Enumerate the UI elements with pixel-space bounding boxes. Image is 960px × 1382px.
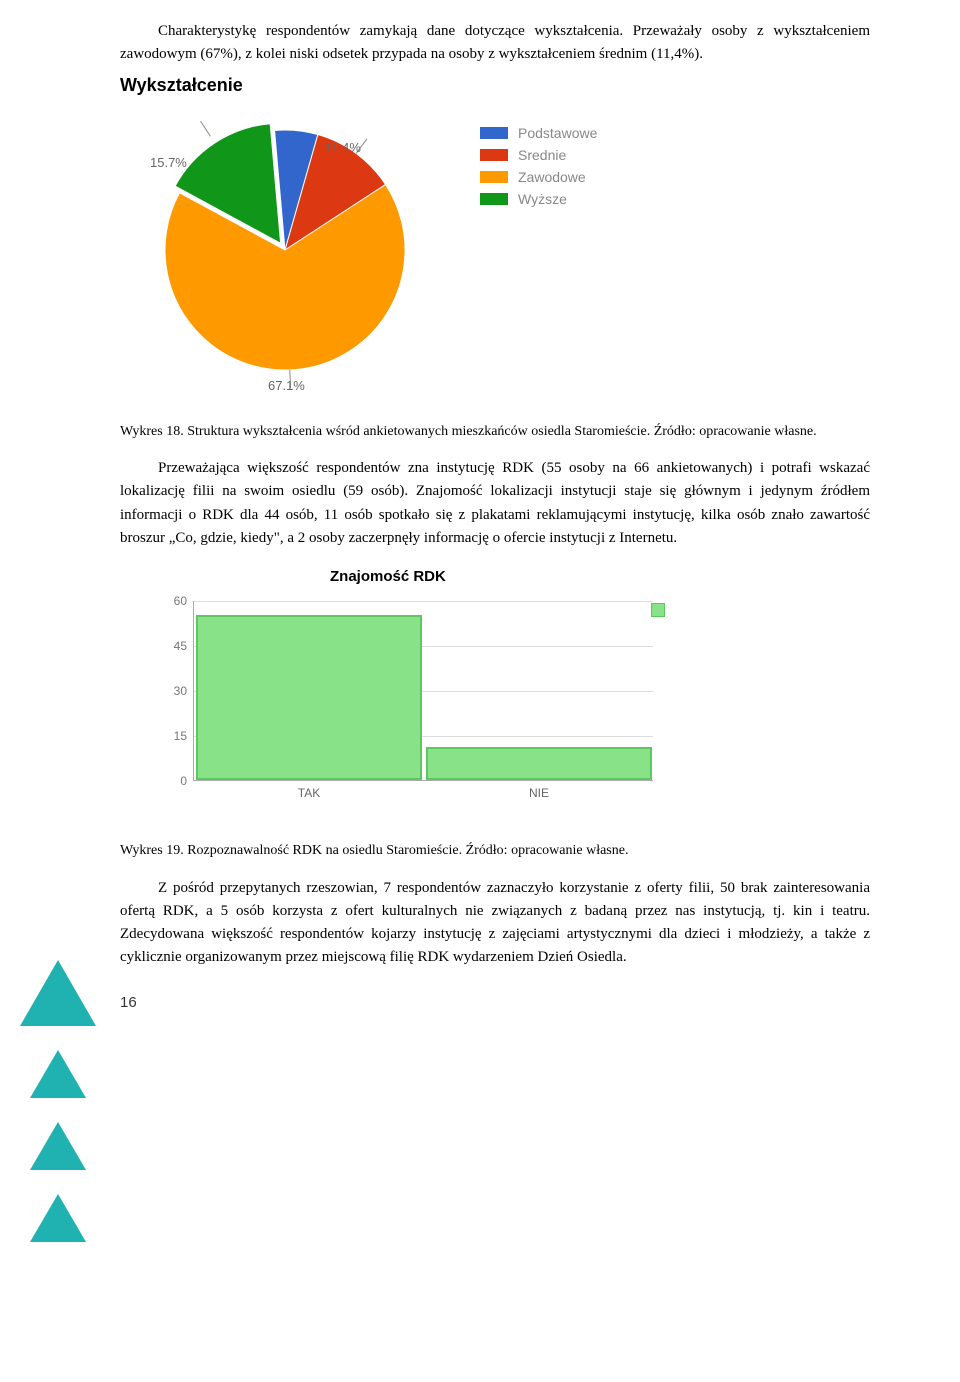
bar-chart-area: Znajomość RDK TAK NIE 0 15 30 45 60 (155, 568, 870, 811)
pie-label-srednie: 11.4% (325, 140, 361, 155)
legend-swatch (480, 193, 508, 205)
y-tick-label: 30 (174, 684, 193, 698)
y-tick-label: 15 (174, 729, 193, 743)
x-category-label: TAK (298, 786, 320, 800)
triangle-icon (20, 960, 96, 1026)
triangle-icon (30, 1194, 86, 1242)
triangle-icon (30, 1122, 86, 1170)
bar-chart-title: Znajomość RDK (330, 568, 870, 585)
legend-label: Wyższe (518, 191, 567, 207)
page-number: 16 (120, 994, 870, 1011)
legend-swatch (480, 127, 508, 139)
pie-chart-title: Wykształcenie (120, 75, 870, 96)
legend-item: Zawodowe (480, 169, 597, 185)
figure-caption-19: Wykres 19. Rozpoznawalność RDK na osiedl… (120, 841, 870, 861)
pie-legend: Podstawowe Srednie Zawodowe Wyższe (480, 100, 597, 213)
bar (426, 747, 651, 780)
pie-label-zawodowe: 67.1% (268, 378, 305, 393)
figure-caption-18: Wykres 18. Struktura wykształcenia wśród… (120, 422, 870, 442)
bar-chart: TAK NIE 0 15 30 45 60 (155, 591, 675, 811)
y-tick-label: 60 (174, 594, 193, 608)
decorative-triangles (20, 960, 96, 1242)
legend-swatch (480, 171, 508, 183)
pie-chart-area: 11.4% 15.7% 67.1% Podstawowe Srednie Zawod… (120, 100, 870, 410)
legend-item: Srednie (480, 147, 597, 163)
legend-item: Wyższe (480, 191, 597, 207)
y-tick-label: 45 (174, 639, 193, 653)
pie-chart: 11.4% 15.7% 67.1% (120, 100, 450, 410)
bar-legend-swatch (651, 603, 665, 617)
legend-label: Srednie (518, 147, 566, 163)
y-tick-label: 0 (180, 774, 193, 788)
x-category-label: NIE (529, 786, 549, 800)
bar (196, 615, 421, 780)
legend-label: Zawodowe (518, 169, 586, 185)
legend-item: Podstawowe (480, 125, 597, 141)
paragraph-intro: Charakterystykę respondentów zamykają da… (120, 20, 870, 67)
triangle-icon (30, 1050, 86, 1098)
legend-label: Podstawowe (518, 125, 597, 141)
pie-label-wyzsze: 15.7% (150, 155, 187, 170)
paragraph-rdk-knowledge: Przeważająca większość respondentów zna … (120, 457, 870, 550)
paragraph-usage: Z pośród przepytanych rzeszowian, 7 resp… (120, 877, 870, 970)
legend-swatch (480, 149, 508, 161)
